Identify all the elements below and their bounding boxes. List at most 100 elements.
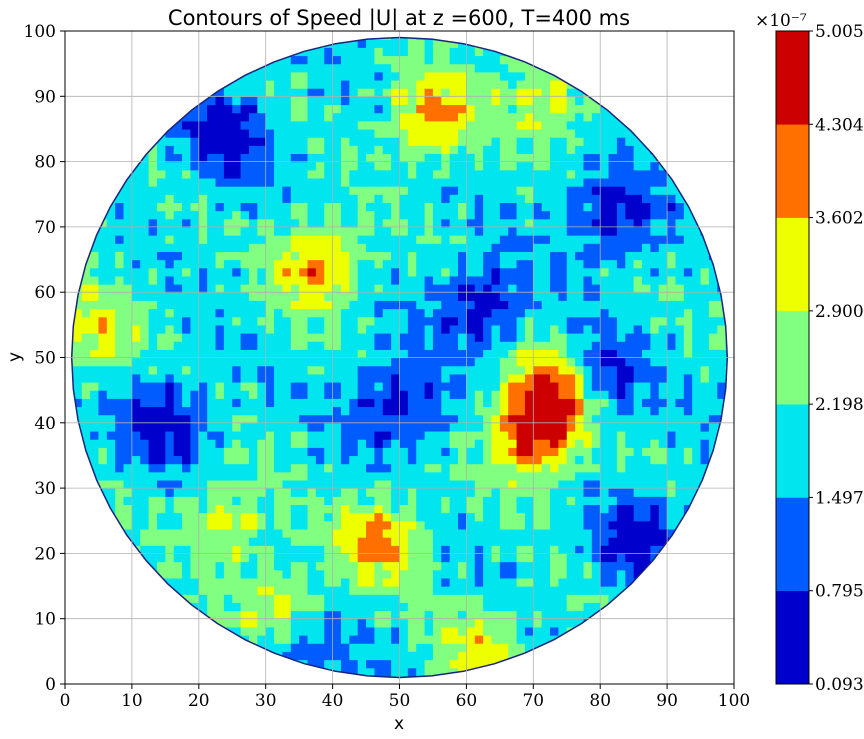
contour-cell bbox=[382, 488, 392, 497]
contour-cell bbox=[675, 292, 685, 301]
contour-cell bbox=[516, 365, 526, 375]
contour-cell bbox=[115, 365, 125, 375]
contour-cell bbox=[340, 275, 350, 285]
contour-cell bbox=[483, 284, 493, 293]
contour-cell bbox=[265, 569, 275, 579]
contour-cell bbox=[399, 104, 409, 114]
contour-cell bbox=[591, 586, 601, 595]
contour-cell bbox=[391, 618, 401, 628]
contour-cell bbox=[424, 594, 434, 603]
contour-cell bbox=[173, 202, 183, 212]
contour-cell bbox=[349, 112, 359, 122]
contour-cell bbox=[282, 439, 292, 448]
contour-cell bbox=[449, 479, 459, 489]
contour-cell bbox=[432, 112, 442, 122]
contour-cell bbox=[215, 251, 225, 261]
contour-cell bbox=[148, 169, 158, 179]
contour-cell bbox=[248, 202, 258, 212]
contour-cell bbox=[608, 308, 618, 318]
contour-cell bbox=[600, 381, 610, 391]
contour-cell bbox=[658, 471, 668, 481]
contour-cell bbox=[625, 128, 635, 138]
contour-cell bbox=[432, 553, 442, 563]
contour-cell bbox=[550, 251, 559, 261]
contour-cell bbox=[131, 414, 141, 424]
contour-cell bbox=[591, 357, 601, 367]
contour-cell bbox=[173, 341, 183, 350]
contour-cell bbox=[215, 390, 225, 399]
contour-cell bbox=[290, 488, 300, 497]
contour-cell bbox=[667, 471, 677, 481]
contour-cell bbox=[583, 300, 593, 310]
contour-cell bbox=[642, 488, 651, 497]
contour-cell bbox=[550, 161, 559, 171]
contour-cell bbox=[558, 128, 568, 138]
contour-cell bbox=[658, 390, 668, 399]
contour-cell bbox=[156, 528, 166, 538]
contour-cell bbox=[483, 430, 493, 440]
contour-cell bbox=[524, 537, 534, 546]
contour-cell bbox=[140, 537, 150, 546]
contour-cell bbox=[391, 561, 401, 571]
contour-cell bbox=[131, 430, 141, 440]
contour-cell bbox=[700, 357, 710, 367]
contour-cell bbox=[366, 594, 376, 603]
contour-cell bbox=[307, 71, 317, 81]
contour-cell bbox=[458, 88, 467, 97]
contour-cell bbox=[625, 463, 635, 473]
contour-cell bbox=[156, 512, 166, 522]
contour-cell bbox=[566, 488, 576, 497]
contour-cell bbox=[449, 594, 459, 603]
contour-cell bbox=[332, 218, 342, 228]
contour-cell bbox=[357, 357, 367, 367]
contour-cell bbox=[633, 316, 643, 326]
contour-cell bbox=[416, 218, 426, 228]
contour-cell bbox=[307, 594, 317, 603]
contour-cell bbox=[307, 137, 317, 146]
contour-cell bbox=[165, 333, 175, 342]
contour-cell bbox=[432, 447, 442, 457]
contour-cell bbox=[566, 390, 576, 399]
contour-cell bbox=[474, 137, 484, 146]
contour-cell bbox=[717, 398, 727, 408]
contour-cell bbox=[416, 471, 426, 481]
contour-cell bbox=[240, 545, 250, 554]
contour-cell bbox=[374, 586, 384, 595]
contour-cell bbox=[332, 447, 342, 457]
contour-cell bbox=[165, 292, 175, 301]
contour-cell bbox=[499, 202, 509, 212]
contour-cell bbox=[156, 153, 166, 163]
contour-cell bbox=[374, 300, 384, 310]
contour-cell bbox=[466, 479, 476, 489]
contour-cell bbox=[391, 447, 401, 457]
contour-cell bbox=[148, 349, 158, 359]
contour-cell bbox=[508, 577, 518, 587]
contour-cell bbox=[240, 479, 250, 489]
contour-cell bbox=[148, 545, 158, 554]
contour-cell bbox=[274, 390, 284, 399]
contour-cell bbox=[650, 512, 660, 522]
contour-cell bbox=[600, 333, 610, 342]
contour-cell bbox=[416, 406, 426, 416]
contour-cell bbox=[98, 414, 108, 424]
contour-cell bbox=[357, 177, 367, 187]
contour-cell bbox=[165, 324, 175, 334]
contour-cell bbox=[257, 96, 267, 106]
contour-cell bbox=[349, 324, 359, 334]
contour-cell bbox=[416, 88, 426, 97]
contour-cell bbox=[692, 365, 702, 375]
contour-cell bbox=[290, 300, 300, 310]
contour-cell bbox=[449, 626, 459, 636]
contour-cell bbox=[173, 308, 183, 318]
contour-cell bbox=[642, 390, 651, 399]
contour-cell bbox=[223, 267, 233, 277]
contour-cell bbox=[182, 177, 192, 187]
contour-cell bbox=[282, 488, 292, 497]
contour-cell bbox=[650, 471, 660, 481]
contour-cell bbox=[474, 618, 484, 628]
contour-cell bbox=[240, 610, 250, 620]
contour-cell bbox=[274, 194, 284, 204]
contour-cell bbox=[391, 365, 401, 375]
contour-cell bbox=[499, 88, 509, 97]
contour-cell bbox=[508, 202, 518, 212]
